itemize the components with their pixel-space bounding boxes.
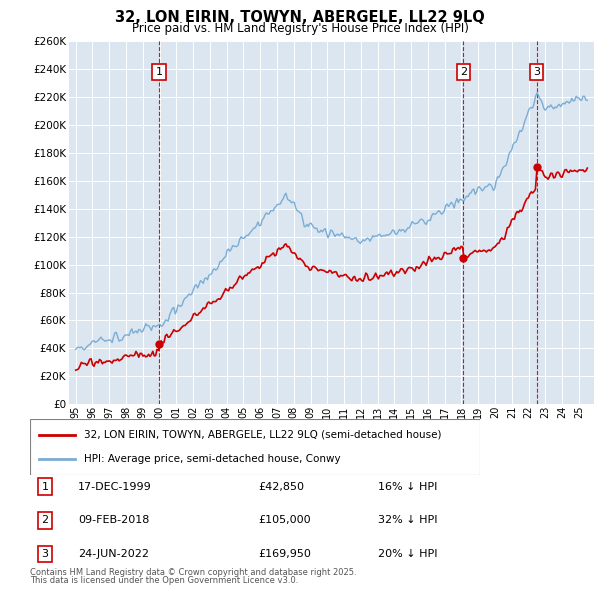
Text: 16% ↓ HPI: 16% ↓ HPI: [378, 482, 437, 491]
Text: 2: 2: [41, 516, 49, 525]
Text: £105,000: £105,000: [258, 516, 311, 525]
Text: 1: 1: [155, 67, 163, 77]
Text: 24-JUN-2022: 24-JUN-2022: [78, 549, 149, 559]
Text: 32, LON EIRIN, TOWYN, ABERGELE, LL22 9LQ: 32, LON EIRIN, TOWYN, ABERGELE, LL22 9LQ: [115, 10, 485, 25]
Text: 32% ↓ HPI: 32% ↓ HPI: [378, 516, 437, 525]
Text: 09-FEB-2018: 09-FEB-2018: [78, 516, 149, 525]
Text: 20% ↓ HPI: 20% ↓ HPI: [378, 549, 437, 559]
Text: £42,850: £42,850: [258, 482, 304, 491]
Text: 2: 2: [460, 67, 467, 77]
Text: HPI: Average price, semi-detached house, Conwy: HPI: Average price, semi-detached house,…: [84, 454, 341, 464]
Text: £169,950: £169,950: [258, 549, 311, 559]
Text: Price paid vs. HM Land Registry's House Price Index (HPI): Price paid vs. HM Land Registry's House …: [131, 22, 469, 35]
Text: 32, LON EIRIN, TOWYN, ABERGELE, LL22 9LQ (semi-detached house): 32, LON EIRIN, TOWYN, ABERGELE, LL22 9LQ…: [84, 430, 442, 440]
Text: 1: 1: [41, 482, 49, 491]
Text: 3: 3: [533, 67, 540, 77]
Text: Contains HM Land Registry data © Crown copyright and database right 2025.: Contains HM Land Registry data © Crown c…: [30, 568, 356, 577]
Text: 17-DEC-1999: 17-DEC-1999: [78, 482, 152, 491]
Text: 3: 3: [41, 549, 49, 559]
Text: This data is licensed under the Open Government Licence v3.0.: This data is licensed under the Open Gov…: [30, 576, 298, 585]
